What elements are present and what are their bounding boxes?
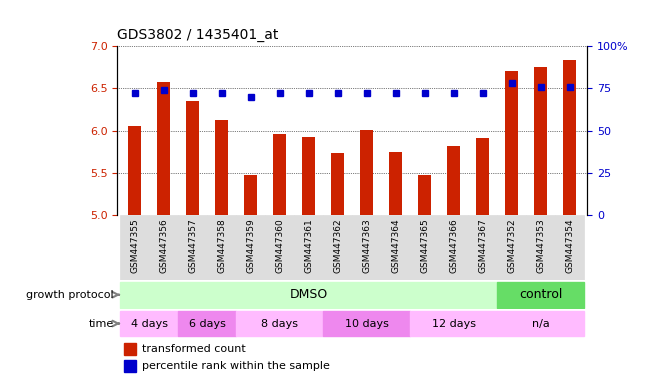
Bar	[497, 215, 526, 280]
Bar	[418, 175, 431, 215]
Bar	[331, 153, 344, 215]
Bar	[505, 71, 518, 215]
Bar	[440, 215, 468, 280]
Bar	[497, 311, 584, 336]
Bar	[448, 146, 460, 215]
Text: time: time	[89, 318, 114, 329]
Text: GSM447367: GSM447367	[478, 218, 487, 273]
Bar	[468, 215, 497, 280]
Bar	[236, 311, 323, 336]
Bar	[534, 67, 548, 215]
Text: DMSO: DMSO	[290, 288, 328, 301]
Text: transformed count: transformed count	[142, 344, 246, 354]
Text: GSM447358: GSM447358	[217, 218, 226, 273]
Bar	[120, 215, 150, 280]
Bar	[563, 60, 576, 215]
Text: percentile rank within the sample: percentile rank within the sample	[142, 361, 329, 371]
Text: GSM447359: GSM447359	[246, 218, 255, 273]
Text: growth protocol: growth protocol	[26, 290, 114, 300]
Text: GSM447357: GSM447357	[189, 218, 197, 273]
Bar	[207, 215, 236, 280]
Text: GSM447364: GSM447364	[391, 218, 401, 273]
Bar	[323, 215, 352, 280]
Bar	[128, 126, 142, 215]
Text: 10 days: 10 days	[345, 318, 389, 329]
Text: 8 days: 8 days	[261, 318, 299, 329]
Text: 4 days: 4 days	[131, 318, 168, 329]
Text: GSM447352: GSM447352	[507, 218, 516, 273]
Bar	[389, 152, 403, 215]
Text: GSM447365: GSM447365	[420, 218, 429, 273]
Bar	[178, 311, 236, 336]
Bar	[120, 311, 178, 336]
Text: GSM447356: GSM447356	[159, 218, 168, 273]
Bar	[120, 282, 497, 308]
Bar	[410, 311, 497, 336]
Bar	[273, 134, 287, 215]
Text: GSM447362: GSM447362	[333, 218, 342, 273]
Text: 12 days: 12 days	[431, 318, 476, 329]
Text: GSM447360: GSM447360	[275, 218, 285, 273]
Bar	[323, 311, 410, 336]
Bar	[295, 215, 323, 280]
Bar	[150, 215, 178, 280]
Bar	[381, 215, 410, 280]
Bar	[497, 282, 584, 308]
Text: control: control	[519, 288, 562, 301]
Bar	[178, 215, 207, 280]
Bar	[187, 101, 199, 215]
Text: GSM447355: GSM447355	[130, 218, 140, 273]
Bar	[360, 130, 373, 215]
Text: 6 days: 6 days	[189, 318, 225, 329]
Text: GSM447354: GSM447354	[565, 218, 574, 273]
Text: GSM447361: GSM447361	[304, 218, 313, 273]
Bar	[302, 137, 315, 215]
Bar	[410, 215, 440, 280]
Text: GSM447353: GSM447353	[536, 218, 546, 273]
Bar	[244, 175, 257, 215]
Text: GSM447366: GSM447366	[450, 218, 458, 273]
Bar	[555, 215, 584, 280]
Bar	[526, 215, 555, 280]
Text: GDS3802 / 1435401_at: GDS3802 / 1435401_at	[117, 28, 278, 42]
Bar	[265, 215, 295, 280]
Bar	[215, 121, 228, 215]
Text: GSM447363: GSM447363	[362, 218, 371, 273]
Bar	[476, 138, 489, 215]
Bar	[236, 215, 265, 280]
Text: n/a: n/a	[532, 318, 550, 329]
Bar	[352, 215, 381, 280]
Bar	[157, 81, 170, 215]
